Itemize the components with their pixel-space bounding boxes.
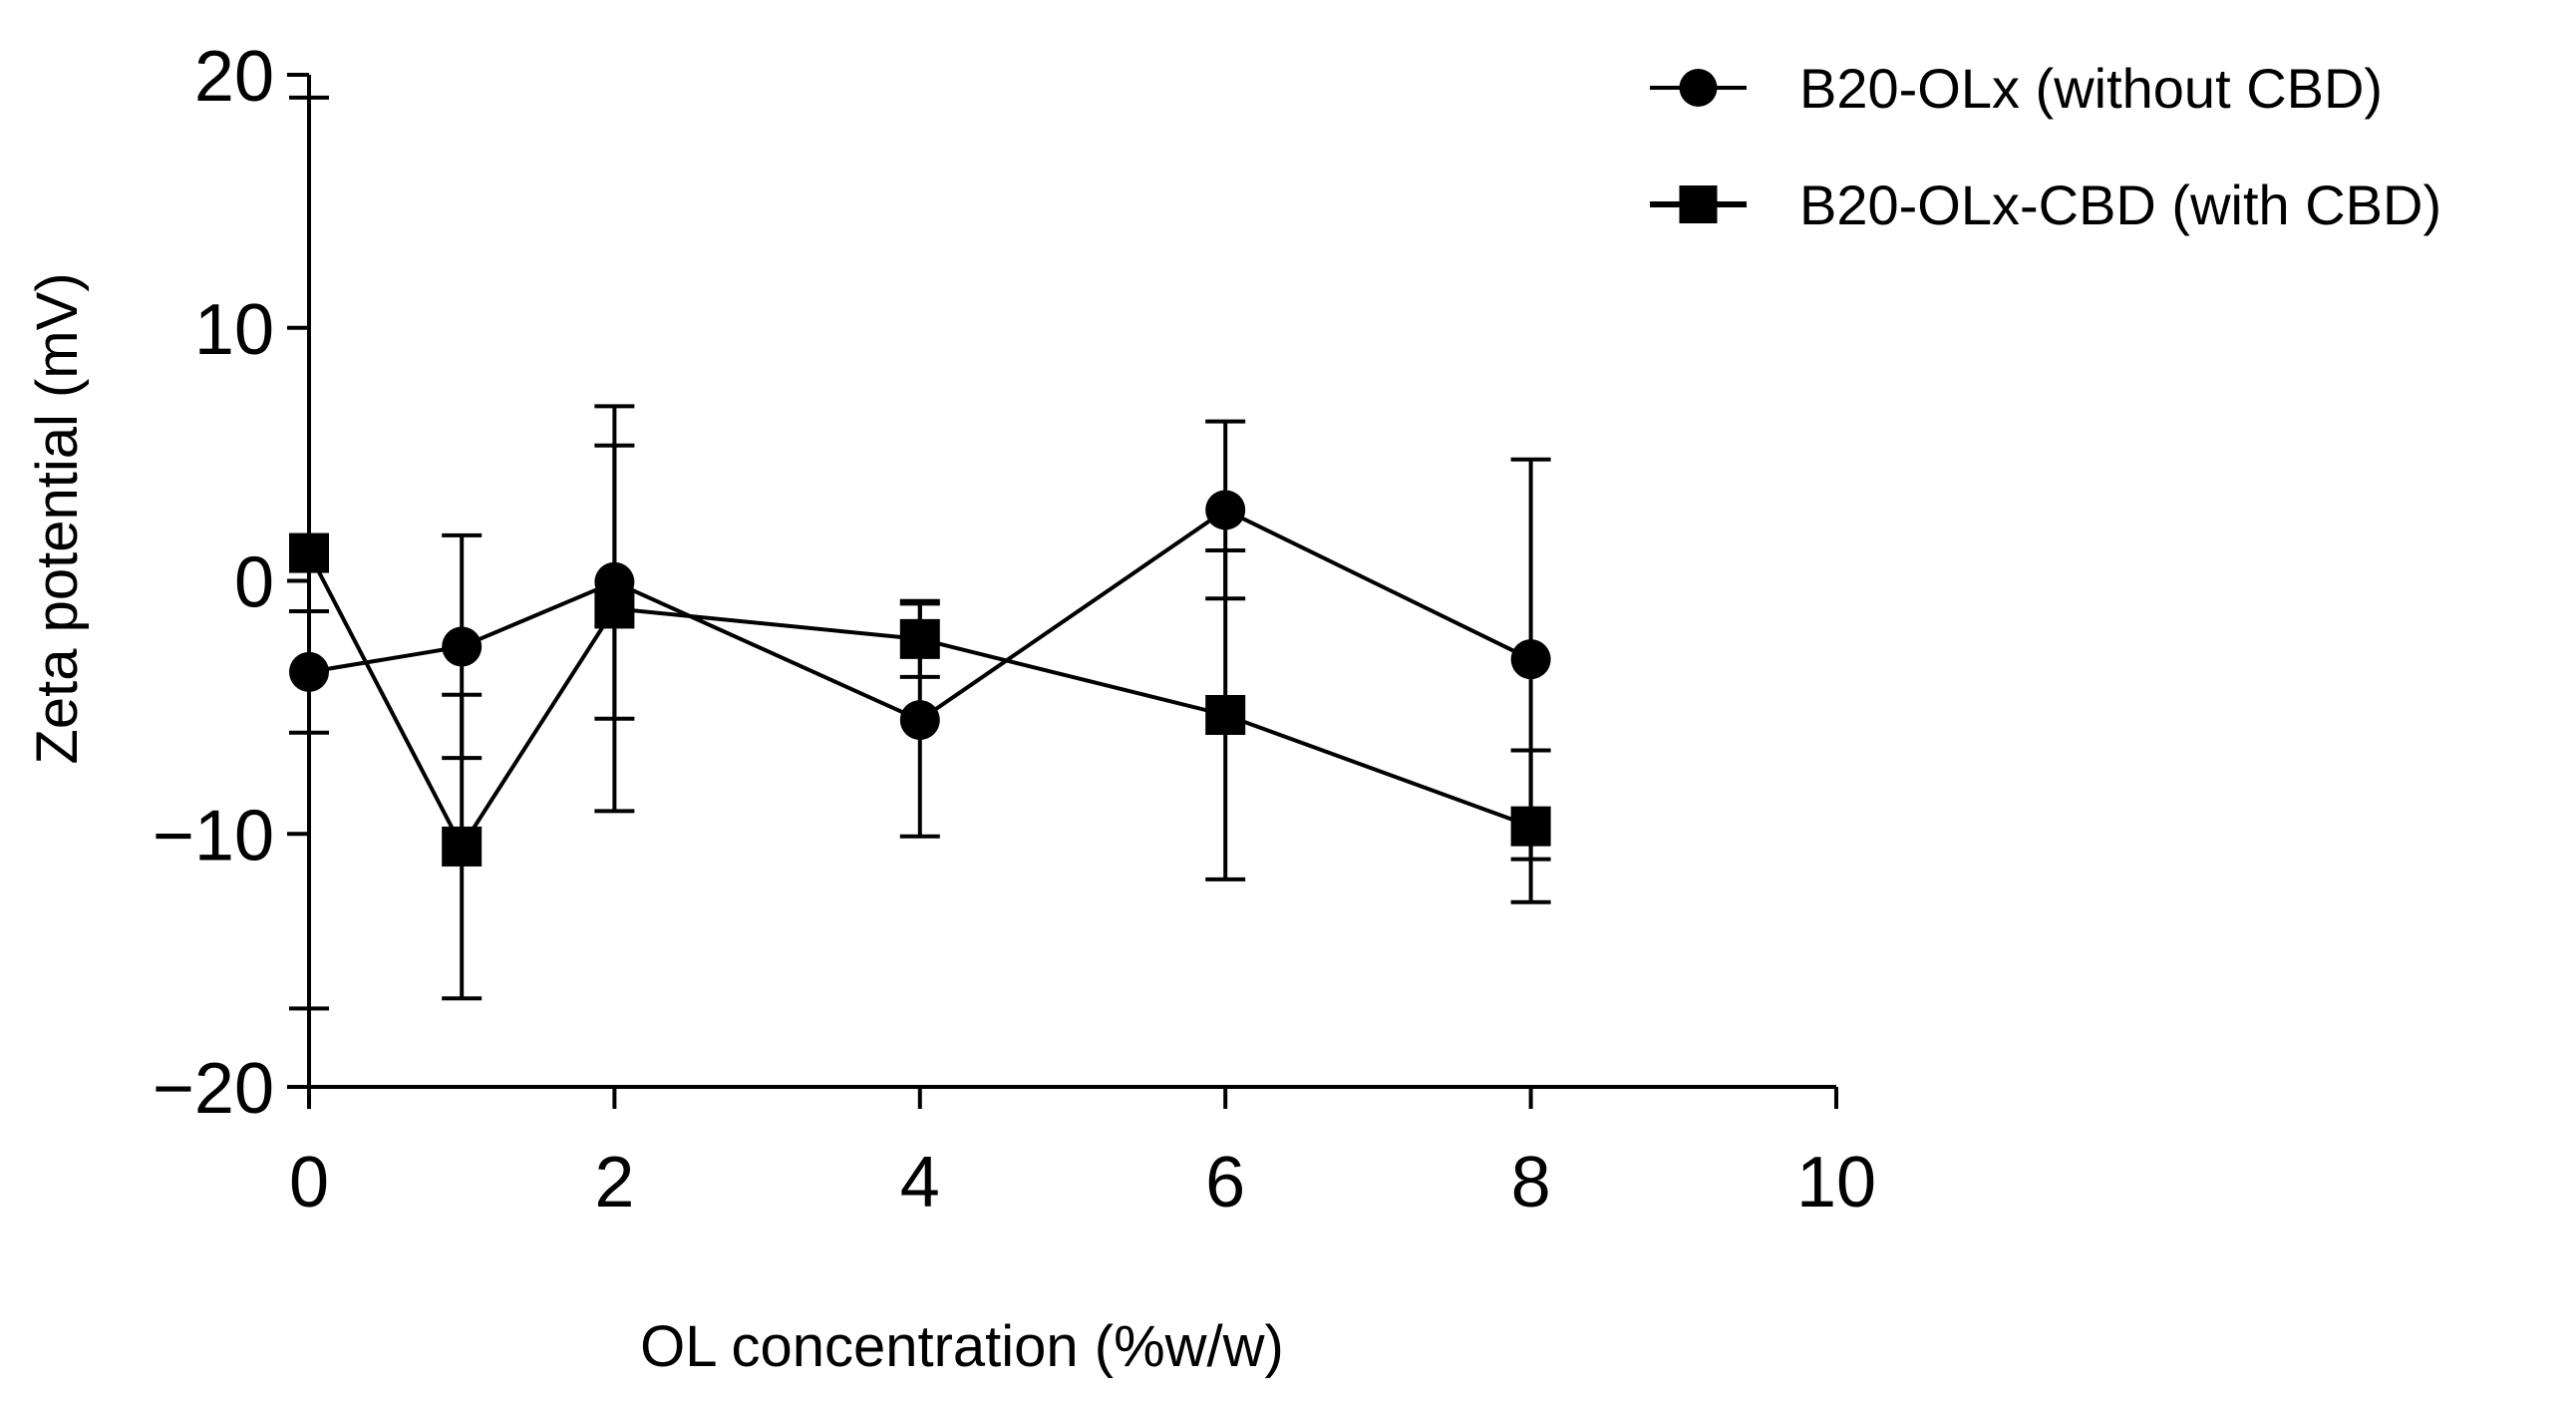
y-tick-label: 20: [194, 37, 274, 117]
series-line: [307, 551, 1532, 851]
data-markers: [289, 490, 1551, 867]
legend: B20-OLx (without CBD) B20-OLx-CBD (with C…: [1650, 57, 2441, 236]
data-point-square: [442, 826, 483, 867]
axes: [287, 73, 1838, 1109]
x-tick-label: 0: [289, 1143, 329, 1223]
y-tick-label: 10: [194, 290, 274, 370]
y-axis-title: Zeta potential (mV): [25, 272, 90, 764]
series-line: [308, 508, 1532, 723]
series-lines: [307, 508, 1532, 851]
data-point-circle: [1510, 639, 1551, 680]
legend-entry: B20-OLx (without CBD): [1650, 57, 2383, 120]
data-point-circle: [1205, 490, 1246, 530]
legend-label: B20-OLx (without CBD): [1799, 57, 2383, 120]
y-tick-label: −20: [153, 1049, 274, 1129]
data-point-square: [1510, 806, 1551, 847]
x-axis-title: OL concentration (%w/w): [640, 1314, 1284, 1379]
data-point-square: [1205, 694, 1246, 735]
data-point-square: [289, 532, 329, 573]
data-point-circle: [899, 700, 940, 741]
legend-marker-circle: [1679, 69, 1718, 107]
legend-marker-square: [1679, 185, 1718, 223]
data-point-circle: [289, 651, 329, 692]
x-tick-label: 8: [1511, 1143, 1551, 1223]
y-tick-label: 0: [234, 543, 274, 623]
data-point-square: [899, 618, 940, 659]
data-point-square: [594, 588, 635, 629]
x-tick-label: 6: [1205, 1143, 1245, 1223]
error-bars: [289, 95, 1551, 1011]
x-tick-label: 4: [900, 1143, 940, 1223]
data-point-circle: [442, 626, 483, 667]
legend-entry: B20-OLx-CBD (with CBD): [1650, 174, 2441, 236]
x-tick-label: 10: [1796, 1143, 1876, 1223]
legend-label: B20-OLx-CBD (with CBD): [1799, 174, 2441, 236]
y-tick-label: −10: [153, 796, 274, 876]
x-tick-label: 2: [594, 1143, 634, 1223]
